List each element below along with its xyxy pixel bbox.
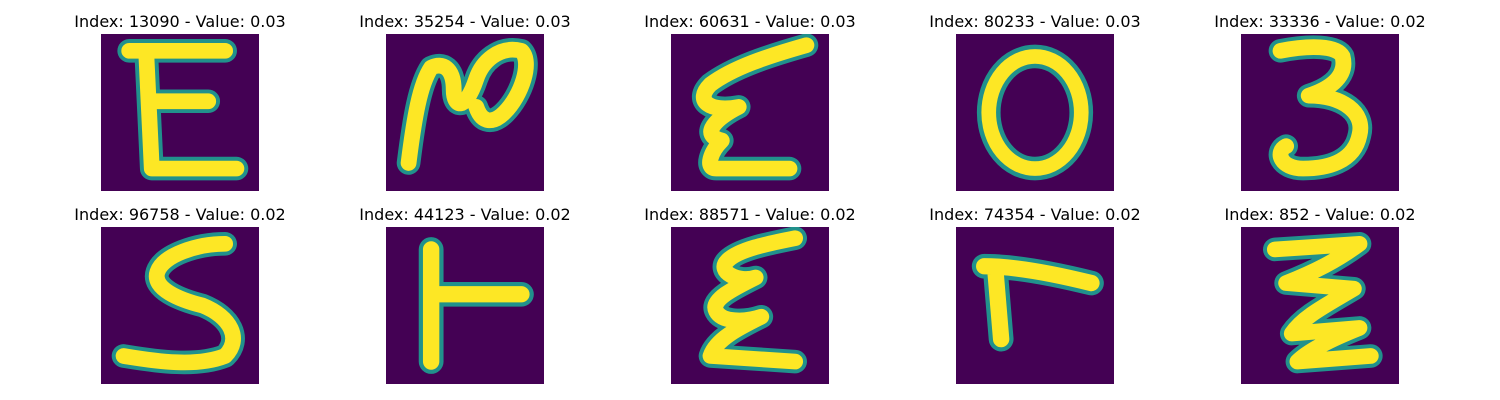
panel-title: Index: 96758 - Value: 0.02 [37, 205, 323, 225]
panel-1: Index: 13090 - Value: 0.03 [37, 12, 323, 192]
digit-image [101, 34, 259, 191]
panel-10: Index: 852 - Value: 0.02 [1177, 205, 1463, 385]
panel-title: Index: 44123 - Value: 0.02 [322, 205, 608, 225]
panel-6: Index: 96758 - Value: 0.02 [37, 205, 323, 385]
panel-title: Index: 60631 - Value: 0.03 [607, 12, 893, 32]
panel-7: Index: 44123 - Value: 0.02 [322, 205, 608, 385]
digit-image [671, 227, 829, 384]
digit-image [386, 34, 544, 191]
panel-3: Index: 60631 - Value: 0.03 [607, 12, 893, 192]
panel-title: Index: 88571 - Value: 0.02 [607, 205, 893, 225]
panel-2: Index: 35254 - Value: 0.03 [322, 12, 608, 192]
panel-title: Index: 13090 - Value: 0.03 [37, 12, 323, 32]
panel-5: Index: 33336 - Value: 0.02 [1177, 12, 1463, 192]
panel-title: Index: 80233 - Value: 0.03 [892, 12, 1178, 32]
panel-title: Index: 35254 - Value: 0.03 [322, 12, 608, 32]
digit-image [671, 34, 829, 191]
digit-image [1241, 34, 1399, 191]
digit-image [101, 227, 259, 384]
digit-image [1241, 227, 1399, 384]
panel-4: Index: 80233 - Value: 0.03 [892, 12, 1178, 192]
digit-image [956, 34, 1114, 191]
panel-title: Index: 852 - Value: 0.02 [1177, 205, 1463, 225]
panel-title: Index: 33336 - Value: 0.02 [1177, 12, 1463, 32]
panel-9: Index: 74354 - Value: 0.02 [892, 205, 1178, 385]
panel-8: Index: 88571 - Value: 0.02 [607, 205, 893, 385]
digit-image [956, 227, 1114, 384]
digit-image [386, 227, 544, 384]
panel-title: Index: 74354 - Value: 0.02 [892, 205, 1178, 225]
